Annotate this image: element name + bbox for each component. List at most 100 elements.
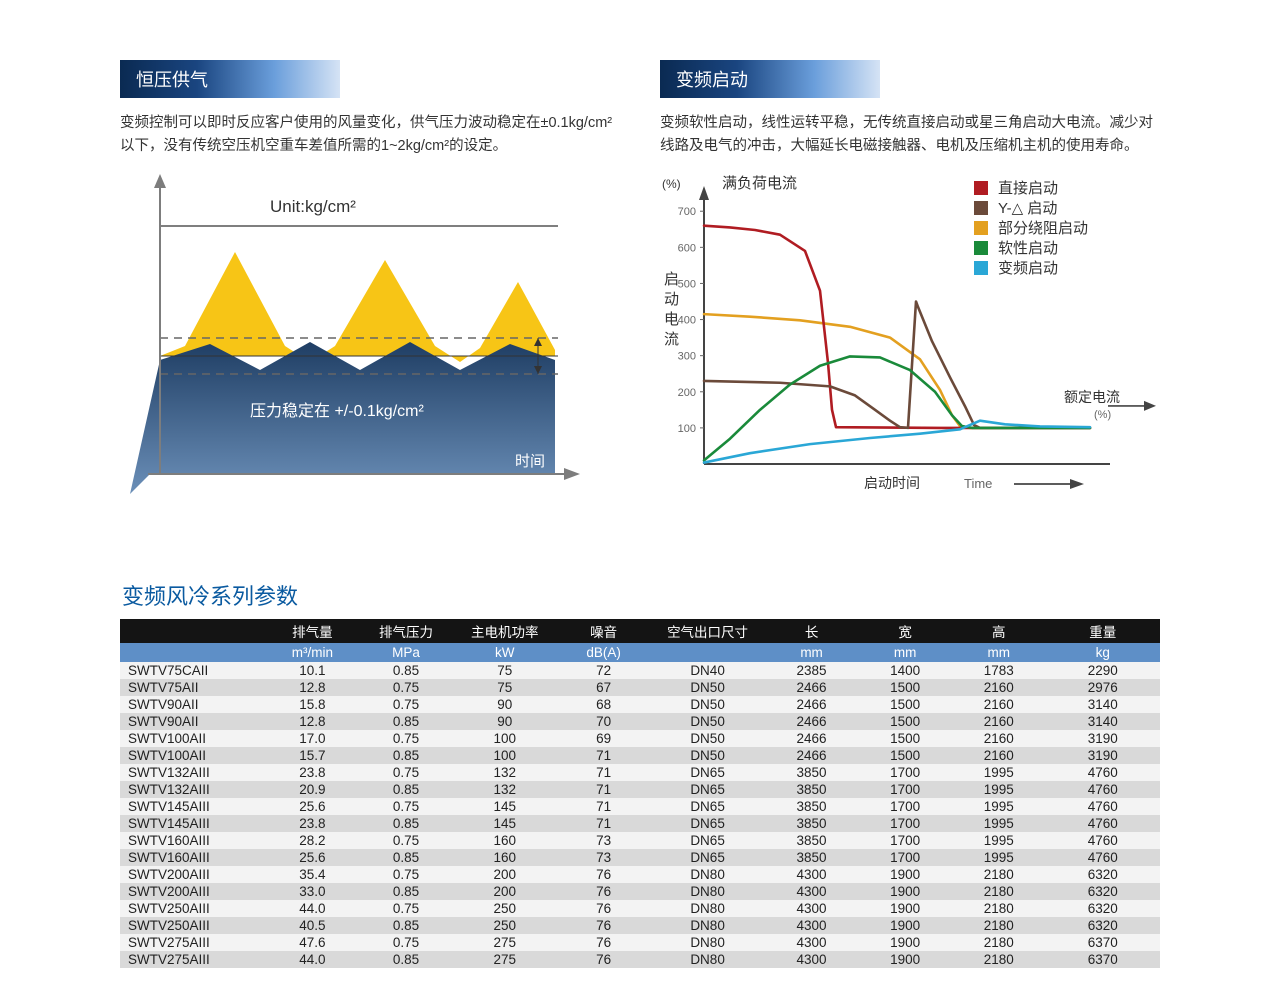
cell-value: 1900	[858, 934, 952, 951]
cell-value: 76	[557, 883, 651, 900]
cell-value: DN80	[650, 917, 764, 934]
cell-value: 1995	[952, 781, 1046, 798]
cell-value: 3850	[765, 849, 859, 866]
cell-value: 0.85	[359, 662, 453, 679]
cell-value: 1500	[858, 679, 952, 696]
cell-value: 2466	[765, 730, 859, 747]
cell-value: 0.75	[359, 832, 453, 849]
cell-model: SWTV90AII	[120, 696, 266, 713]
table-row: SWTV132AIII23.80.7513271DN65385017001995…	[120, 764, 1160, 781]
x-label: 时间	[515, 453, 545, 470]
cell-value: DN50	[650, 679, 764, 696]
svg-text:500: 500	[678, 279, 696, 291]
table-row: SWTV75CAII10.10.857572DN4023851400178322…	[120, 662, 1160, 679]
cell-value: 2160	[952, 747, 1046, 764]
desc-pressure: 变频控制可以即时反应客户使用的风量变化，供气压力波动稳定在±0.1kg/cm²以…	[120, 112, 620, 158]
cell-value: 28.2	[266, 832, 360, 849]
top-row: 恒压供气 变频控制可以即时反应客户使用的风量变化，供气压力波动稳定在±0.1kg…	[120, 60, 1160, 519]
cell-value: 12.8	[266, 679, 360, 696]
cell-value: 4300	[765, 883, 859, 900]
cell-value: 0.75	[359, 696, 453, 713]
cell-value: 2180	[952, 883, 1046, 900]
table-row: SWTV275AIII44.00.8527576DN80430019002180…	[120, 951, 1160, 968]
table-row: SWTV132AIII20.90.8513271DN65385017001995…	[120, 781, 1160, 798]
cell-value: 1995	[952, 798, 1046, 815]
cell-value: 1700	[858, 832, 952, 849]
cell-value: 1900	[858, 866, 952, 883]
cell-value: 0.85	[359, 747, 453, 764]
pressure-chart-svg: Unit:kg/cm²压力稳定在 +/-0.1kg/cm²时间	[120, 174, 580, 514]
cell-value: 1783	[952, 662, 1046, 679]
legend-label: 直接启动	[998, 180, 1058, 197]
panel-startup: 变频启动 变频软性启动，线性运转平稳，无传统直接启动或星三角启动大电流。减少对线…	[660, 60, 1160, 519]
cell-value: 69	[557, 730, 651, 747]
cell-value: 0.85	[359, 917, 453, 934]
cell-value: 71	[557, 781, 651, 798]
table-row: SWTV200AIII33.00.8520076DN80430019002180…	[120, 883, 1160, 900]
cell-value: 0.75	[359, 866, 453, 883]
cell-value: 4760	[1046, 815, 1160, 832]
x-label-en: Time	[964, 476, 992, 491]
cell-value: 2160	[952, 696, 1046, 713]
col-header: 主电机功率	[453, 619, 557, 643]
cell-value: 15.8	[266, 696, 360, 713]
cell-value: DN65	[650, 781, 764, 798]
cell-value: 1500	[858, 696, 952, 713]
cell-value: 40.5	[266, 917, 360, 934]
cell-model: SWTV100AII	[120, 730, 266, 747]
cell-value: 2976	[1046, 679, 1160, 696]
cell-value: 3140	[1046, 713, 1160, 730]
svg-text:动: 动	[664, 291, 679, 308]
col-header: 重量	[1046, 619, 1160, 643]
cell-value: 3190	[1046, 730, 1160, 747]
cell-model: SWTV160AIII	[120, 832, 266, 849]
cell-value: 0.75	[359, 934, 453, 951]
cell-value: 4300	[765, 951, 859, 968]
cell-value: 1700	[858, 798, 952, 815]
cell-value: 132	[453, 764, 557, 781]
cell-model: SWTV132AIII	[120, 764, 266, 781]
cell-value: 12.8	[266, 713, 360, 730]
cell-value: 1700	[858, 764, 952, 781]
cell-model: SWTV145AIII	[120, 798, 266, 815]
y-title: 满负荷电流	[722, 175, 797, 192]
cell-model: SWTV75AII	[120, 679, 266, 696]
cell-value: 6320	[1046, 866, 1160, 883]
cell-value: 33.0	[266, 883, 360, 900]
cell-value: 20.9	[266, 781, 360, 798]
cell-value: 4760	[1046, 832, 1160, 849]
desc-startup: 变频软性启动，线性运转平稳，无传统直接启动或星三角启动大电流。减少对线路及电气的…	[660, 112, 1160, 158]
cell-value: 0.85	[359, 815, 453, 832]
svg-text:电: 电	[664, 311, 679, 328]
cell-value: 76	[557, 934, 651, 951]
legend-swatch	[974, 181, 988, 195]
cell-value: 250	[453, 917, 557, 934]
panel-pressure: 恒压供气 变频控制可以即时反应客户使用的风量变化，供气压力波动稳定在±0.1kg…	[120, 60, 620, 519]
header-startup: 变频启动	[660, 60, 880, 98]
cell-value: DN80	[650, 934, 764, 951]
cell-value: 1900	[858, 900, 952, 917]
col-header: 宽	[858, 619, 952, 643]
legend-swatch	[974, 241, 988, 255]
cell-value: 2180	[952, 900, 1046, 917]
table-row: SWTV100AII15.70.8510071DN502466150021603…	[120, 747, 1160, 764]
cell-value: 250	[453, 900, 557, 917]
y-axis-arrow-icon	[154, 174, 166, 188]
cell-value: 0.75	[359, 900, 453, 917]
cell-value: 1995	[952, 815, 1046, 832]
cell-value: 15.7	[266, 747, 360, 764]
col-unit: m³/min	[266, 643, 360, 662]
col-header: 噪音	[557, 619, 651, 643]
col-header	[120, 619, 266, 643]
cell-value: 73	[557, 832, 651, 849]
yellow-wave	[160, 252, 555, 362]
table-row: SWTV90AII15.80.759068DN50246615002160314…	[120, 696, 1160, 713]
table-row: SWTV160AIII25.60.8516073DN65385017001995…	[120, 849, 1160, 866]
cell-value: 2180	[952, 917, 1046, 934]
cell-value: 100	[453, 747, 557, 764]
cell-value: 2466	[765, 679, 859, 696]
legend-swatch	[974, 201, 988, 215]
y-axis-arrow-icon	[699, 186, 709, 200]
cell-value: 25.6	[266, 849, 360, 866]
col-unit	[650, 643, 764, 662]
